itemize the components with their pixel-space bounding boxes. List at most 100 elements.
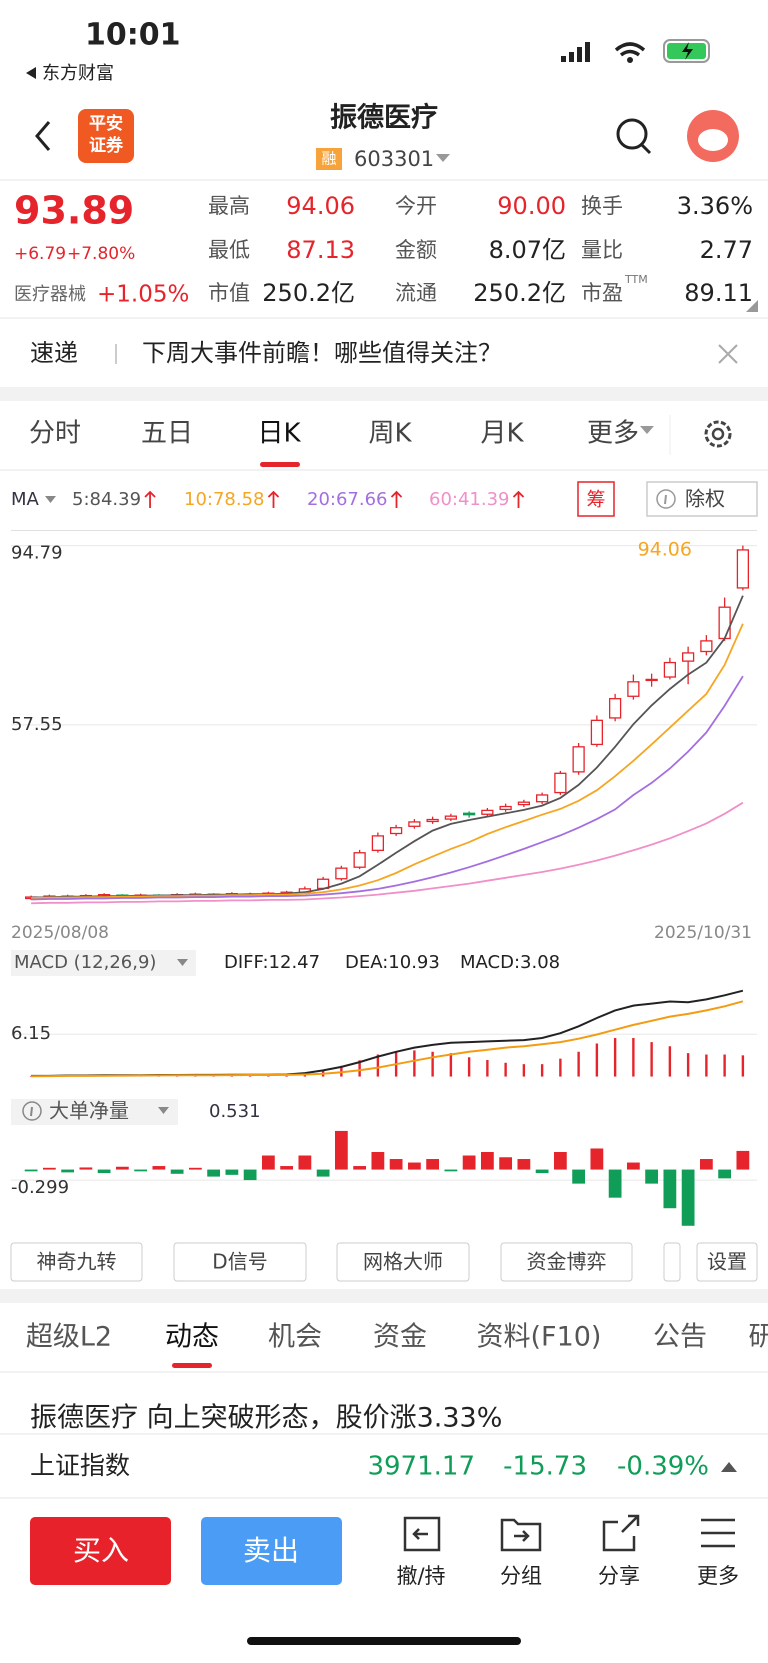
expand-index[interactable]: [721, 1462, 737, 1472]
macd-bar: [705, 1054, 708, 1077]
stat-label: 市盈: [581, 281, 623, 305]
ma-label: MA: [11, 489, 40, 510]
gap: [0, 387, 768, 401]
info-tab[interactable]: 研: [749, 1322, 768, 1353]
info-icon: [656, 489, 676, 509]
ma-dropdown[interactable]: [45, 496, 56, 503]
macd-bar: [540, 1064, 544, 1077]
back-arrow-icon: [26, 67, 36, 79]
tool-label[interactable]: 更多: [697, 1564, 739, 1588]
indicator-button-label: 网格大师: [363, 1250, 443, 1274]
settings-gear[interactable]: [704, 420, 732, 448]
chip-button[interactable]: [577, 481, 615, 517]
tool-label[interactable]: 分享: [598, 1564, 640, 1588]
ma-legend-item: 5:84.39: [72, 489, 141, 510]
stat-label: 流通: [395, 281, 437, 305]
broker-logo-text: 证券: [89, 135, 124, 156]
tab-underline: [260, 462, 300, 467]
macd-bar: [413, 1050, 416, 1077]
stat-value: 89.11: [684, 279, 753, 307]
period-tab[interactable]: 更多: [587, 419, 639, 449]
battery-icon: [663, 39, 710, 63]
bigorder-bar: [590, 1148, 604, 1170]
indicator-button[interactable]: [173, 1242, 307, 1282]
macd-selector[interactable]: [11, 950, 196, 976]
bigorder-bar: [334, 1130, 348, 1170]
info-tab[interactable]: 超级L2: [26, 1322, 112, 1353]
bigorder-bar: [407, 1162, 421, 1170]
tool-labels: 撤/持 分组 分享 更多: [396, 1564, 739, 1588]
period-tab[interactable]: 周K: [368, 419, 412, 449]
bigorder-bar: [462, 1155, 476, 1170]
bigorder-bar: [188, 1167, 202, 1170]
gear-hub: [711, 427, 725, 441]
margin-badge: [316, 148, 342, 170]
info-icon: [22, 1101, 42, 1121]
indicator-button[interactable]: [10, 1242, 143, 1282]
article-title[interactable]: 振德医疗 向上突破形态，股价涨3.33%: [30, 1403, 502, 1434]
indicator-button[interactable]: [336, 1242, 470, 1282]
adjust-button[interactable]: [646, 481, 758, 517]
stat-label: 今开: [395, 194, 437, 218]
period-tabs: 分时 五日 日K 周K 月K 更多: [29, 419, 639, 449]
back-button[interactable]: [35, 121, 51, 151]
macd-bar: [212, 1076, 215, 1077]
close-news[interactable]: [718, 344, 738, 364]
info-tab[interactable]: 公告: [653, 1322, 707, 1353]
tool-label[interactable]: 分组: [500, 1564, 542, 1588]
candle-body: [736, 549, 750, 589]
macd-bar: [285, 1075, 288, 1077]
index-bar[interactable]: [0, 1434, 768, 1498]
indicator-button[interactable]: [500, 1242, 633, 1282]
withdraw-icon[interactable]: [403, 1516, 441, 1552]
bigorder-bar: [553, 1152, 567, 1170]
legend-diff: DIFF:12.47: [224, 952, 320, 973]
bigorder-bar: [645, 1169, 659, 1184]
tool-icons: [403, 1514, 735, 1552]
info-tab[interactable]: 动态: [165, 1322, 219, 1353]
wifi-icon: [614, 42, 646, 57]
bigorder-bar: [626, 1162, 640, 1170]
period-tab[interactable]: 月K: [480, 419, 524, 449]
candle-body: [481, 809, 494, 815]
bigorder-bar: [663, 1169, 677, 1209]
ma-up-arrow: [512, 490, 525, 508]
candle-body: [408, 821, 421, 827]
sell-button[interactable]: [201, 1517, 342, 1585]
period-tab[interactable]: 五日: [141, 419, 193, 449]
info-tab[interactable]: 资料(F10): [477, 1322, 602, 1353]
news-text[interactable]: 下周大事件前瞻！哪些值得关注？: [142, 339, 502, 367]
more-icon[interactable]: [701, 1518, 735, 1548]
ma-up-arrow: [390, 490, 403, 508]
candle-body: [590, 719, 604, 746]
buy-button[interactable]: [30, 1517, 171, 1585]
period-tab[interactable]: 分时: [29, 419, 81, 449]
bigorder-selector[interactable]: [11, 1099, 178, 1125]
macd-bar: [668, 1046, 672, 1077]
tool-label[interactable]: 撤/持: [396, 1564, 445, 1588]
bigorder-bar: [736, 1150, 750, 1170]
bigorder-bar: [389, 1159, 403, 1170]
bigorder-bar: [97, 1169, 111, 1174]
info-tab[interactable]: 机会: [268, 1322, 322, 1353]
ma-up-arrow: [267, 490, 280, 508]
bigorder-bar: [298, 1155, 312, 1170]
period-tab[interactable]: 日K: [257, 419, 301, 449]
expand-corner[interactable]: [746, 300, 758, 312]
price: 93.89: [14, 189, 134, 233]
sector[interactable]: 医疗器械: [14, 284, 86, 305]
group-icon[interactable]: [500, 1518, 542, 1552]
bigorder-current: 0.531: [209, 1101, 261, 1122]
share-icon[interactable]: [602, 1514, 640, 1552]
macd-bar: [522, 1064, 526, 1077]
stock-title: 振德医疗: [330, 102, 438, 134]
indicator-button[interactable]: [696, 1242, 758, 1282]
back-app[interactable]: 东方财富: [42, 63, 114, 84]
stat-value: 94.06: [286, 192, 355, 220]
code-dropdown[interactable]: [436, 154, 450, 162]
macd-bar: [267, 1076, 270, 1077]
indicator-button-label: 设置: [707, 1250, 747, 1274]
search-icon[interactable]: [616, 118, 648, 150]
info-tab[interactable]: 资金: [373, 1322, 427, 1353]
